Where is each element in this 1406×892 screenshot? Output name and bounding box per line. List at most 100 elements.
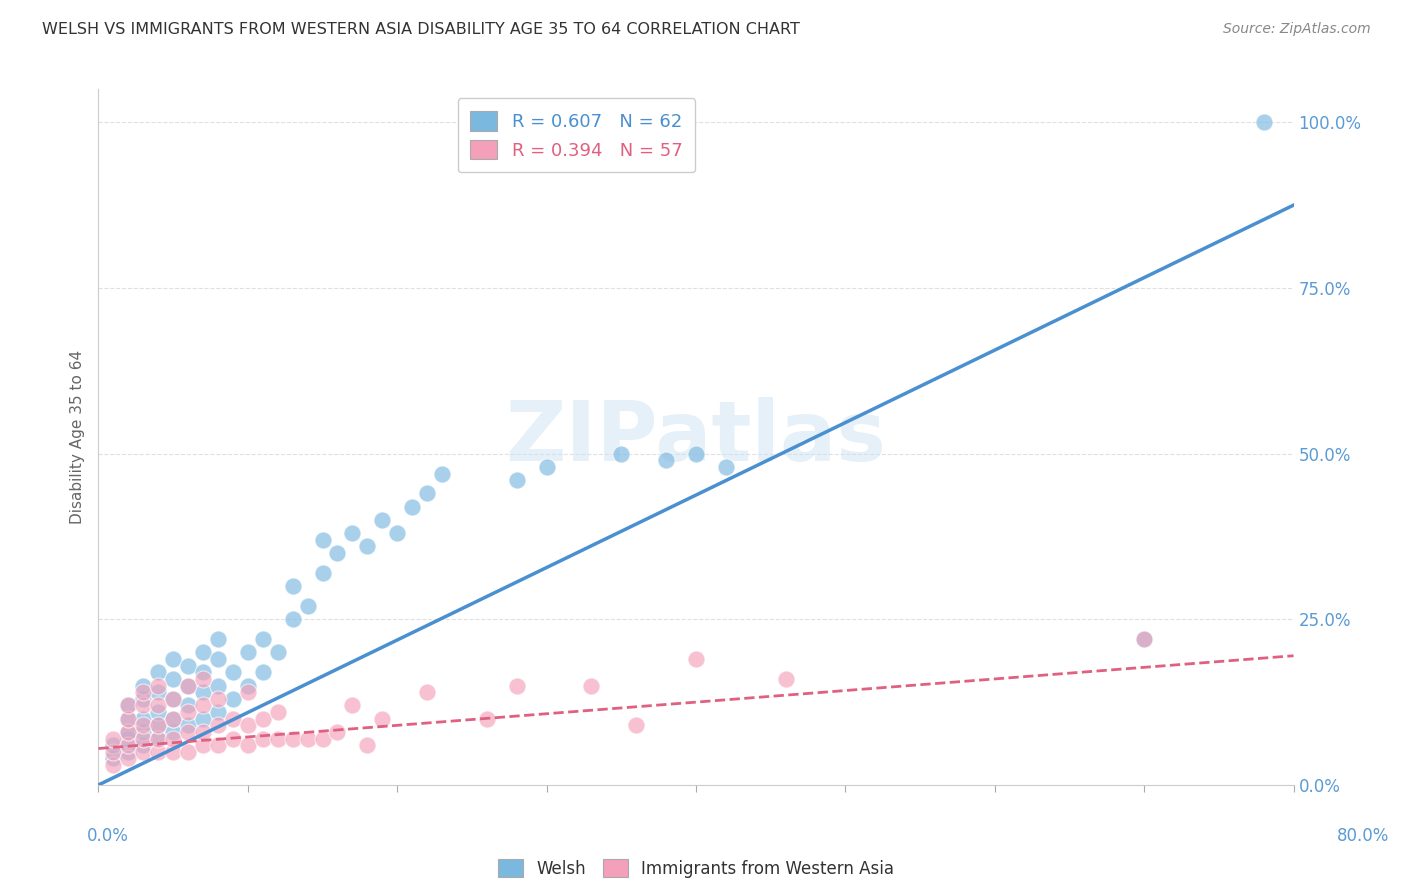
Point — [191, 738, 214, 752]
Point — [430, 467, 453, 481]
Point — [342, 526, 364, 541]
Point — [371, 513, 394, 527]
Text: Source: ZipAtlas.com: Source: ZipAtlas.com — [1223, 22, 1371, 37]
Point — [311, 533, 333, 547]
Point — [207, 705, 229, 719]
Point — [207, 679, 229, 693]
Point — [191, 665, 214, 680]
Point — [416, 685, 439, 699]
Point — [148, 665, 170, 680]
Point — [117, 731, 139, 746]
Point — [536, 459, 558, 474]
Point — [117, 738, 139, 752]
Point — [714, 459, 737, 474]
Point — [177, 698, 200, 713]
Point — [252, 665, 274, 680]
Point — [581, 679, 603, 693]
Point — [148, 731, 170, 746]
Point — [236, 645, 259, 659]
Point — [685, 652, 707, 666]
Point — [191, 685, 214, 699]
Point — [311, 566, 333, 580]
Point — [162, 725, 184, 739]
Point — [222, 712, 245, 726]
Point — [117, 712, 139, 726]
Point — [162, 691, 184, 706]
Point — [132, 738, 155, 752]
Point — [148, 685, 170, 699]
Point — [655, 453, 678, 467]
Point — [162, 691, 184, 706]
Point — [117, 745, 139, 759]
Point — [207, 652, 229, 666]
Point — [177, 725, 200, 739]
Point — [297, 599, 319, 613]
Point — [207, 632, 229, 647]
Point — [162, 712, 184, 726]
Point — [236, 679, 259, 693]
Point — [177, 679, 200, 693]
Point — [117, 698, 139, 713]
Text: ZIPatlas: ZIPatlas — [506, 397, 886, 477]
Point — [252, 632, 274, 647]
Point — [401, 500, 423, 514]
Point — [132, 725, 155, 739]
Point — [775, 672, 797, 686]
Point — [267, 645, 290, 659]
Point — [177, 658, 200, 673]
Point — [117, 751, 139, 765]
Point — [162, 731, 184, 746]
Point — [132, 712, 155, 726]
Point — [371, 712, 394, 726]
Point — [385, 526, 409, 541]
Point — [148, 698, 170, 713]
Point — [222, 731, 245, 746]
Point — [117, 712, 139, 726]
Point — [281, 579, 304, 593]
Point — [132, 685, 155, 699]
Point — [148, 731, 170, 746]
Point — [191, 672, 214, 686]
Point — [191, 725, 214, 739]
Legend: Welsh, Immigrants from Western Asia: Welsh, Immigrants from Western Asia — [488, 849, 904, 888]
Text: 80.0%: 80.0% — [1337, 827, 1389, 845]
Point — [177, 745, 200, 759]
Point — [252, 731, 274, 746]
Point — [103, 738, 125, 752]
Text: WELSH VS IMMIGRANTS FROM WESTERN ASIA DISABILITY AGE 35 TO 64 CORRELATION CHART: WELSH VS IMMIGRANTS FROM WESTERN ASIA DI… — [42, 22, 800, 37]
Point — [1253, 115, 1275, 129]
Point — [103, 731, 125, 746]
Point — [311, 731, 333, 746]
Point — [356, 540, 378, 554]
Point — [222, 691, 245, 706]
Point — [236, 718, 259, 732]
Point — [267, 705, 290, 719]
Point — [117, 725, 139, 739]
Point — [297, 731, 319, 746]
Point — [281, 612, 304, 626]
Point — [117, 725, 139, 739]
Point — [132, 691, 155, 706]
Point — [356, 738, 378, 752]
Point — [148, 718, 170, 732]
Point — [626, 718, 648, 732]
Point — [177, 705, 200, 719]
Point — [162, 652, 184, 666]
Point — [103, 758, 125, 772]
Point — [281, 731, 304, 746]
Point — [132, 679, 155, 693]
Point — [148, 745, 170, 759]
Point — [236, 685, 259, 699]
Point — [191, 698, 214, 713]
Point — [475, 712, 498, 726]
Point — [132, 745, 155, 759]
Point — [685, 447, 707, 461]
Text: 0.0%: 0.0% — [87, 827, 128, 845]
Point — [1133, 632, 1156, 647]
Point — [222, 665, 245, 680]
Point — [207, 718, 229, 732]
Point — [326, 546, 349, 560]
Point — [252, 712, 274, 726]
Point — [207, 738, 229, 752]
Point — [103, 745, 125, 759]
